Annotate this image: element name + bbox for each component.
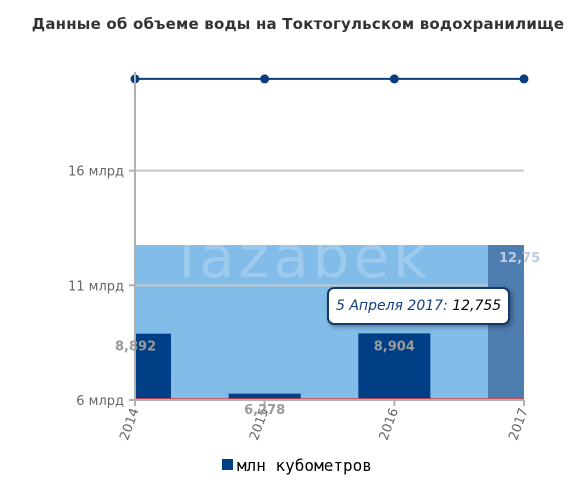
x-tick-label-2014: 2014 [117,406,142,442]
upper-marker-2015 [260,74,270,84]
legend-label: млн кубометров [237,456,372,475]
legend-swatch [222,459,233,470]
chart-title: Данные об объеме воды на Токтогульском в… [31,15,565,33]
x-tick-label-2017: 2017 [506,406,531,442]
tooltip-date: 5 Апреля 2017: [336,298,448,314]
data-tooltip: 5 Апреля 2017: 12,755 [327,287,511,325]
data-label-2014: 8,892 [115,340,156,355]
y-tick-label-0: 6 млрд [76,394,124,409]
watermark: Tazabek [168,223,430,291]
x-tick-label-2016: 2016 [377,406,402,442]
data-label-2016: 8,904 [374,339,415,354]
upper-marker-2017 [519,74,529,84]
y-tick-label-1: 11 млрд [68,279,124,294]
data-label-2015: 6,278 [244,403,285,418]
bar-2015 [228,393,301,400]
data-label-2017: 12,75 [499,251,540,266]
upper-marker-2016 [389,74,399,84]
bar-2014 [135,333,171,400]
tooltip-value: 12,755 [452,298,502,314]
legend[interactable]: млн кубометров [222,456,372,476]
bar-2016 [358,333,431,400]
y-tick-label-2: 16 млрд [68,165,124,180]
